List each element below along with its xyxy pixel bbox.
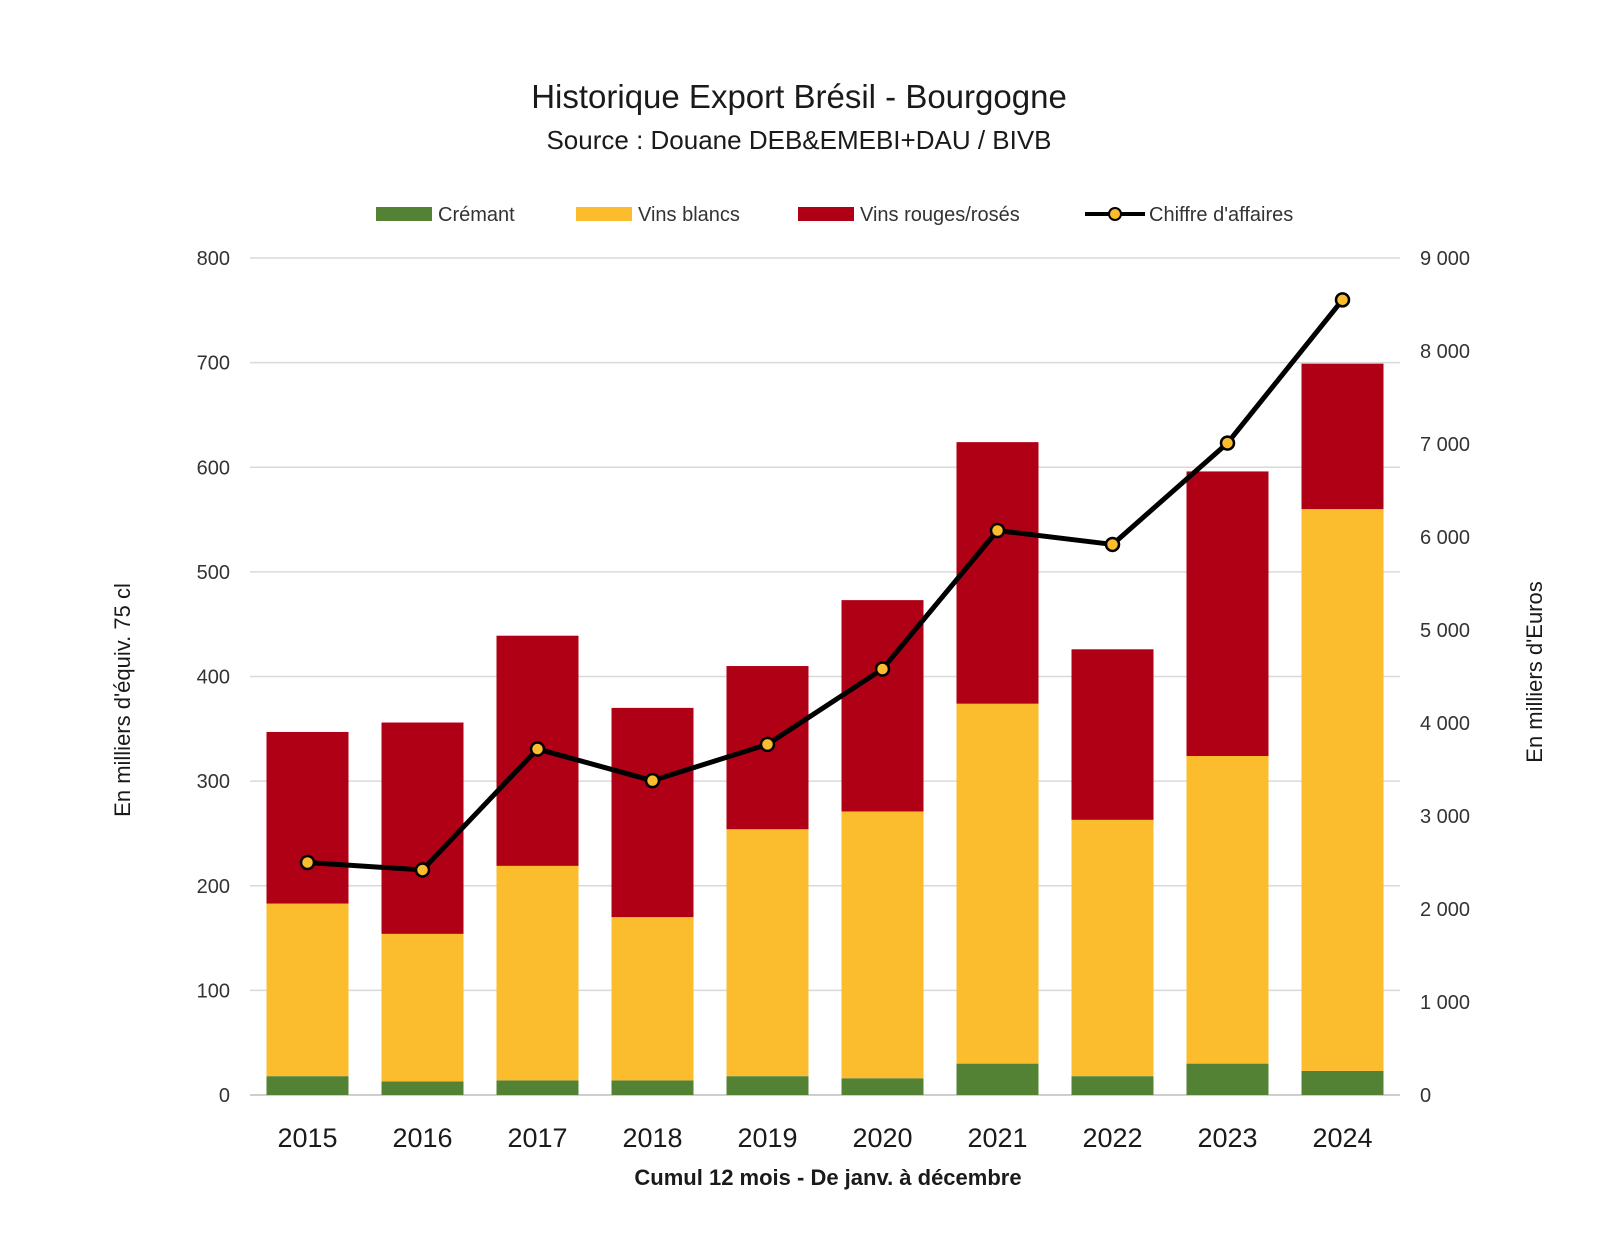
bar-vins-blancs bbox=[956, 703, 1039, 1064]
y2-tick-label: 8 000 bbox=[1420, 341, 1470, 363]
bar-cr-mant bbox=[956, 1063, 1039, 1095]
x-tick-label: 2022 bbox=[1082, 1123, 1142, 1153]
revenue-point bbox=[989, 522, 1006, 539]
legend-label: Vins blancs bbox=[638, 204, 740, 226]
y-tick-label: 0 bbox=[219, 1085, 230, 1107]
bar-vins-rouges-ros-s bbox=[266, 731, 349, 904]
x-tick-label: 2017 bbox=[507, 1123, 567, 1153]
y-tick-label: 700 bbox=[197, 353, 230, 375]
bar-cr-mant bbox=[841, 1078, 924, 1095]
revenue-point bbox=[529, 741, 546, 757]
y-tick-label: 400 bbox=[197, 667, 230, 689]
legend-label: Crémant bbox=[438, 204, 515, 226]
y-tick-label: 500 bbox=[197, 562, 230, 584]
x-tick-label: 2019 bbox=[737, 1123, 797, 1153]
bar-cr-mant bbox=[381, 1081, 464, 1095]
bar-vins-blancs bbox=[1071, 819, 1154, 1077]
x-tick-label: 2015 bbox=[277, 1123, 337, 1153]
bar-cr-mant bbox=[1301, 1070, 1384, 1095]
revenue-point bbox=[1219, 435, 1236, 451]
y2-tick-label: 2 000 bbox=[1420, 899, 1470, 921]
y-tick-label: 300 bbox=[197, 771, 230, 793]
bar-vins-rouges-ros-s bbox=[956, 442, 1039, 704]
bar-vins-blancs bbox=[1301, 509, 1384, 1071]
legend: Crémant Vins blancs Vins rouges/rosés Chiff… bbox=[376, 204, 1293, 226]
revenue-point bbox=[874, 661, 891, 677]
bar-vins-blancs bbox=[611, 917, 694, 1081]
x-tick-label: 2021 bbox=[967, 1123, 1027, 1153]
bar-vins-blancs bbox=[726, 829, 809, 1077]
bar-cr-mant bbox=[496, 1080, 579, 1095]
bar-vins-blancs bbox=[1186, 756, 1269, 1064]
y2-tick-label: 7 000 bbox=[1420, 434, 1470, 456]
bar-cr-mant bbox=[726, 1076, 809, 1095]
bar-vins-rouges-ros-s bbox=[611, 707, 694, 918]
y2-tick-label: 4 000 bbox=[1420, 713, 1470, 735]
revenue-point bbox=[1334, 292, 1351, 308]
y-tick-label: 600 bbox=[197, 457, 230, 479]
bar-vins-rouges-ros-s bbox=[1301, 363, 1384, 510]
y2-tick-label: 0 bbox=[1420, 1085, 1431, 1107]
bar-vins-rouges-ros-s bbox=[1071, 649, 1154, 820]
legend-label: Chiffre d'affaires bbox=[1149, 204, 1293, 226]
bar-cr-mant bbox=[266, 1076, 349, 1095]
bar-vins-rouges-ros-s bbox=[381, 722, 464, 934]
y2-tick-label: 9 000 bbox=[1420, 248, 1470, 270]
y-axis-title: En milliers d'équiv. 75 cl bbox=[110, 583, 135, 817]
y-tick-label: 200 bbox=[197, 876, 230, 898]
y-tick-label: 800 bbox=[197, 248, 230, 270]
bar-vins-blancs bbox=[841, 811, 924, 1079]
axis-ticks: 0 100 200 300 400 500 600 700 800 0 1 000 2 000 3 00… bbox=[197, 248, 1470, 1153]
y-tick-label: 100 bbox=[197, 980, 230, 1002]
y2-tick-label: 5 000 bbox=[1420, 620, 1470, 642]
y2-tick-label: 1 000 bbox=[1420, 992, 1470, 1014]
legend-swatch bbox=[798, 207, 854, 221]
legend-label: Vins rouges/rosés bbox=[860, 204, 1020, 226]
revenue-line-series bbox=[299, 292, 1351, 878]
chart-title: Historique Export Brésil - Bourgogne bbox=[531, 78, 1067, 115]
y2-axis-title: En milliers d'Euros bbox=[1522, 581, 1547, 762]
x-tick-label: 2016 bbox=[392, 1123, 452, 1153]
legend-swatch bbox=[576, 207, 632, 221]
x-tick-label: 2020 bbox=[852, 1123, 912, 1153]
bar-cr-mant bbox=[1071, 1076, 1154, 1095]
y2-tick-label: 6 000 bbox=[1420, 527, 1470, 549]
revenue-point bbox=[759, 736, 776, 753]
revenue-point bbox=[644, 772, 661, 789]
bar-vins-blancs bbox=[266, 903, 349, 1077]
x-axis-title: Cumul 12 mois - De janv. à décembre bbox=[634, 1165, 1021, 1190]
x-tick-label: 2024 bbox=[1312, 1123, 1372, 1153]
bar-series bbox=[266, 363, 1384, 1095]
revenue-point bbox=[414, 862, 431, 878]
legend-swatch bbox=[376, 207, 432, 221]
x-tick-label: 2018 bbox=[622, 1123, 682, 1153]
bar-vins-blancs bbox=[381, 933, 464, 1082]
x-tick-label: 2023 bbox=[1197, 1123, 1257, 1153]
y2-tick-label: 3 000 bbox=[1420, 806, 1470, 828]
legend-marker bbox=[1108, 207, 1122, 221]
revenue-point bbox=[1104, 536, 1121, 553]
bar-vins-blancs bbox=[496, 865, 579, 1081]
revenue-point bbox=[299, 854, 316, 871]
revenue-line bbox=[307, 298, 1345, 873]
bar-cr-mant bbox=[611, 1080, 694, 1095]
bar-vins-rouges-ros-s bbox=[1186, 471, 1269, 757]
chart-subtitle: Source : Douane DEB&EMEBI+DAU / BIVB bbox=[546, 125, 1052, 155]
bar-cr-mant bbox=[1186, 1063, 1269, 1095]
